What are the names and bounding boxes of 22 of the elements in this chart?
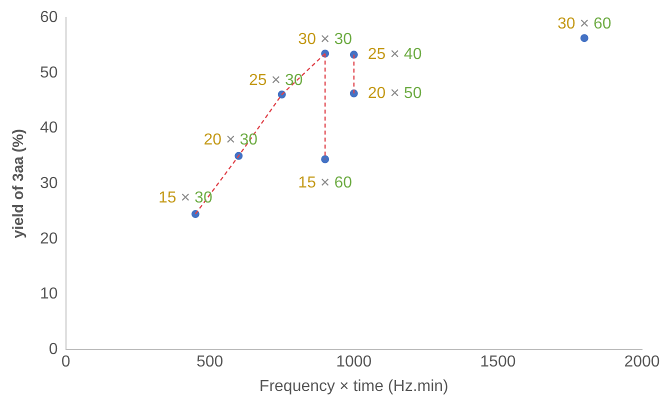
x-tick-label: 0 [61, 354, 70, 371]
y-axis-title: yield of 3aa (%) [10, 129, 28, 238]
annotation: 25 × 40 [368, 46, 422, 64]
annotation: 15 × 60 [298, 174, 352, 192]
y-tick-label: 10 [40, 286, 58, 303]
y-tick-label: 20 [40, 230, 58, 248]
annotation: 20 × 50 [368, 84, 422, 102]
x-tick-label: 1000 [336, 354, 372, 371]
x-tick-label: 1500 [480, 354, 516, 371]
x-axis-title: Frequency × time (Hz.min) [259, 378, 448, 395]
y-tick-label: 60 [40, 9, 58, 26]
y-tick-label: 50 [40, 64, 58, 82]
annotation: 20 × 30 [204, 131, 258, 148]
y-tick-label: 0 [48, 341, 58, 358]
x-tick-label: 500 [196, 354, 224, 371]
annotation: 15 × 30 [158, 189, 212, 206]
annotation: 30 × 30 [298, 30, 352, 48]
y-tick-label: 40 [40, 120, 58, 137]
x-tick-label: 2000 [624, 354, 660, 371]
y-tick-label: 30 [40, 175, 58, 192]
annotation: 25 × 30 [248, 72, 303, 89]
annotation: 30 × 60 [557, 15, 612, 32]
